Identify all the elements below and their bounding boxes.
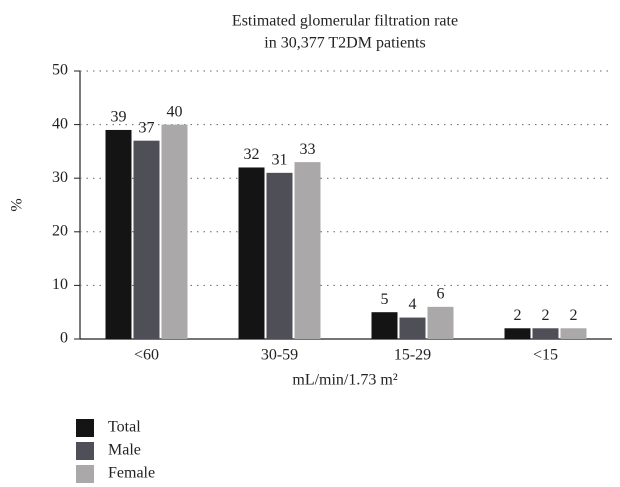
value-label: 31 bbox=[272, 152, 288, 169]
x-tick-label: 15-29 bbox=[394, 347, 431, 364]
y-axis-label: % bbox=[9, 198, 26, 211]
bar bbox=[532, 328, 559, 339]
bar bbox=[266, 172, 293, 339]
value-label: 33 bbox=[300, 141, 316, 158]
y-tick-label: 20 bbox=[52, 222, 68, 239]
value-label: 4 bbox=[409, 296, 417, 313]
bar bbox=[371, 312, 398, 339]
value-label: 2 bbox=[514, 307, 522, 324]
legend-label: Total bbox=[108, 419, 141, 436]
value-label: 2 bbox=[570, 307, 578, 324]
y-tick-label: 0 bbox=[60, 330, 68, 347]
value-label: 6 bbox=[437, 286, 445, 303]
bar bbox=[294, 162, 321, 339]
chart-title: in 30,377 T2DM patients bbox=[264, 35, 425, 52]
bar bbox=[105, 129, 132, 339]
value-label: 37 bbox=[139, 119, 155, 136]
bar bbox=[133, 140, 160, 339]
y-tick-label: 30 bbox=[52, 169, 68, 186]
bar bbox=[161, 124, 188, 339]
x-axis-label: mL/min/1.73 m² bbox=[292, 372, 397, 389]
y-tick-label: 50 bbox=[52, 62, 68, 79]
legend-label: Female bbox=[108, 465, 155, 482]
legend-swatch bbox=[76, 442, 94, 460]
legend-swatch bbox=[76, 465, 94, 483]
x-tick-label: <15 bbox=[533, 347, 558, 364]
bar bbox=[427, 306, 454, 339]
value-label: 2 bbox=[542, 307, 550, 324]
value-label: 32 bbox=[244, 146, 260, 163]
legend-label: Male bbox=[108, 442, 141, 459]
bar bbox=[504, 328, 531, 339]
value-label: 40 bbox=[167, 103, 183, 120]
bar bbox=[238, 167, 265, 339]
x-tick-label: <60 bbox=[134, 347, 159, 364]
bar bbox=[560, 328, 587, 339]
y-tick-label: 10 bbox=[52, 276, 68, 293]
value-label: 5 bbox=[381, 291, 389, 308]
chart-title: Estimated glomerular filtration rate bbox=[232, 13, 458, 30]
legend-swatch bbox=[76, 419, 94, 437]
x-tick-label: 30-59 bbox=[261, 347, 298, 364]
value-label: 39 bbox=[111, 109, 127, 126]
bar bbox=[399, 317, 426, 339]
y-tick-label: 40 bbox=[52, 115, 68, 132]
